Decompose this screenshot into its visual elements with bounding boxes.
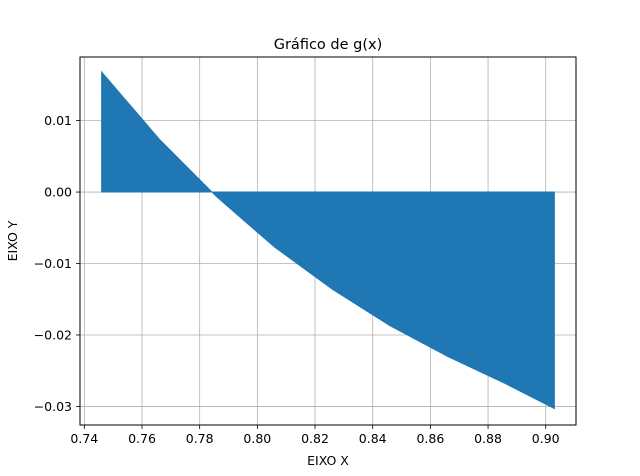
y-axis: 0.01 0.00 −0.01 −0.02 −0.03 [34,113,80,414]
x-tick-label: 0.74 [70,431,98,446]
series-layer [101,70,555,410]
x-tick-label: 0.90 [532,431,560,446]
plot-frame [79,56,577,426]
g-x-fill-area [101,70,555,410]
y-axis-label: EIXO Y [5,220,20,261]
y-tick-label: −0.01 [34,256,72,271]
x-tick-label: 0.84 [359,431,387,446]
x-tick-label: 0.82 [301,431,329,446]
x-axis-label: EIXO X [307,453,349,468]
y-tick-label: 0.00 [44,185,72,200]
chart-title: Gráfico de g(x) [274,37,383,53]
x-tick-label: 0.86 [416,431,444,446]
y-tick-label: −0.02 [34,327,72,342]
x-axis: 0.74 0.76 0.78 0.80 0.82 0.84 0.86 0.88 0.90 [70,425,560,446]
x-tick-label: 0.78 [186,431,214,446]
y-tick-label: 0.01 [44,113,72,128]
x-tick-label: 0.80 [243,431,271,446]
x-tick-label: 0.88 [474,431,502,446]
x-tick-label: 0.76 [128,431,156,446]
y-tick-label: −0.03 [34,399,72,414]
